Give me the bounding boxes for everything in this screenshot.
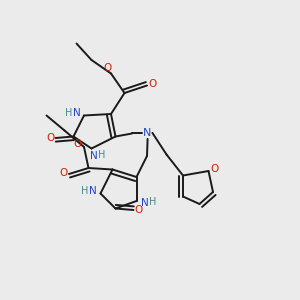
Text: H: H xyxy=(65,108,72,118)
Text: H: H xyxy=(81,186,88,196)
Text: O: O xyxy=(103,63,112,73)
Text: O: O xyxy=(210,164,219,174)
Text: H: H xyxy=(98,150,106,160)
Text: N: N xyxy=(141,197,149,208)
Text: O: O xyxy=(135,205,143,215)
Text: O: O xyxy=(46,133,55,143)
Text: N: N xyxy=(90,151,98,161)
Text: N: N xyxy=(89,185,97,196)
Text: N: N xyxy=(73,107,80,118)
Text: N: N xyxy=(143,128,151,139)
Text: O: O xyxy=(74,139,82,149)
Text: O: O xyxy=(59,167,68,178)
Text: O: O xyxy=(148,79,157,89)
Text: H: H xyxy=(149,197,157,207)
